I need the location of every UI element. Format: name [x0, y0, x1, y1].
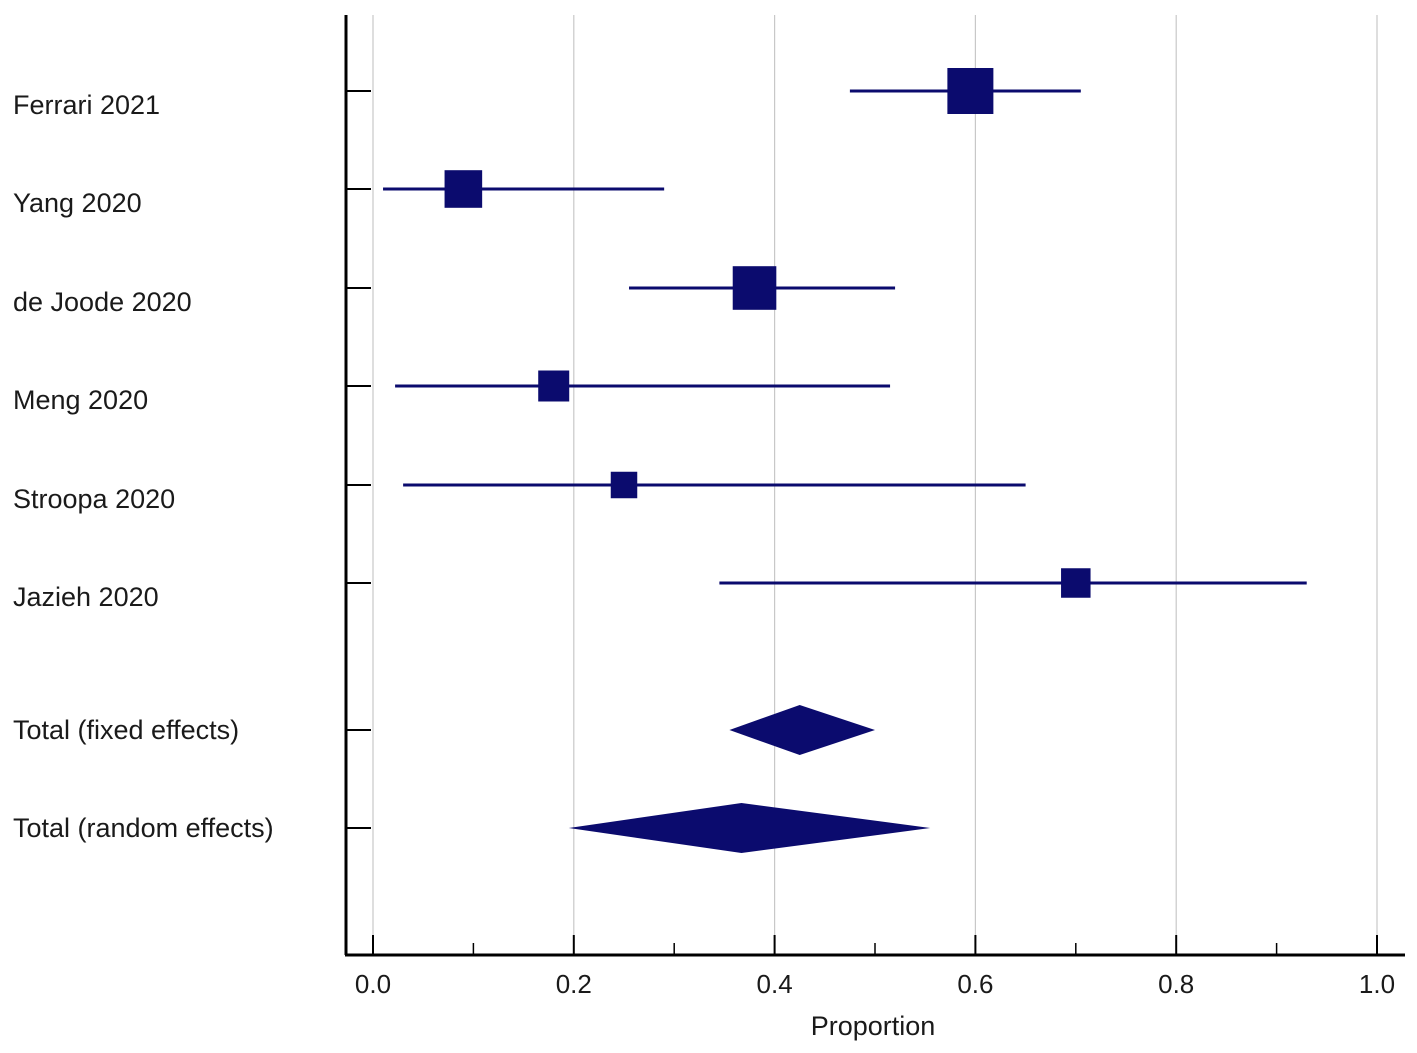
study-label: Yang 2020	[13, 188, 142, 218]
total-row: Total (fixed effects)	[13, 705, 875, 755]
study-row: Stroopa 2020	[13, 471, 1026, 514]
study-label: Stroopa 2020	[13, 484, 175, 514]
x-axis-title: Proportion	[811, 1011, 936, 1041]
x-axis-ticks: 0.0 0.2 0.4 0.6 0.8 1.0	[355, 935, 1395, 999]
study-row: Jazieh 2020	[13, 568, 1307, 612]
study-label: de Joode 2020	[13, 287, 192, 317]
study-row: Yang 2020	[13, 170, 665, 218]
study-label: Meng 2020	[13, 385, 148, 415]
study-label: Ferrari 2021	[13, 90, 160, 120]
point-estimate	[538, 370, 570, 402]
study-row: de Joode 2020	[13, 266, 896, 317]
point-estimate	[732, 266, 777, 310]
study-row: Ferrari 2021	[13, 68, 1081, 120]
total-row: Total (random effects)	[13, 803, 931, 853]
x-tick-label: 0.6	[957, 969, 993, 999]
x-tick-label: 0.8	[1158, 969, 1194, 999]
study-label: Jazieh 2020	[13, 582, 159, 612]
pooled-estimate-diamond	[729, 705, 875, 755]
x-tick-label: 0.2	[556, 969, 592, 999]
study-rows: Ferrari 2021 Yang 2020 de Joode 2020 Meng 2…	[13, 68, 1307, 853]
x-tick-label: 1.0	[1359, 969, 1395, 999]
x-tick-label: 0.4	[757, 969, 793, 999]
point-estimate	[1061, 568, 1091, 598]
x-tick-label: 0.0	[355, 969, 391, 999]
point-estimate	[610, 471, 638, 499]
pooled-estimate-diamond	[568, 803, 931, 853]
study-row: Meng 2020	[13, 370, 891, 415]
point-estimate	[947, 68, 994, 114]
total-label: Total (fixed effects)	[13, 715, 239, 745]
total-label: Total (random effects)	[13, 813, 274, 843]
point-estimate	[444, 170, 483, 208]
